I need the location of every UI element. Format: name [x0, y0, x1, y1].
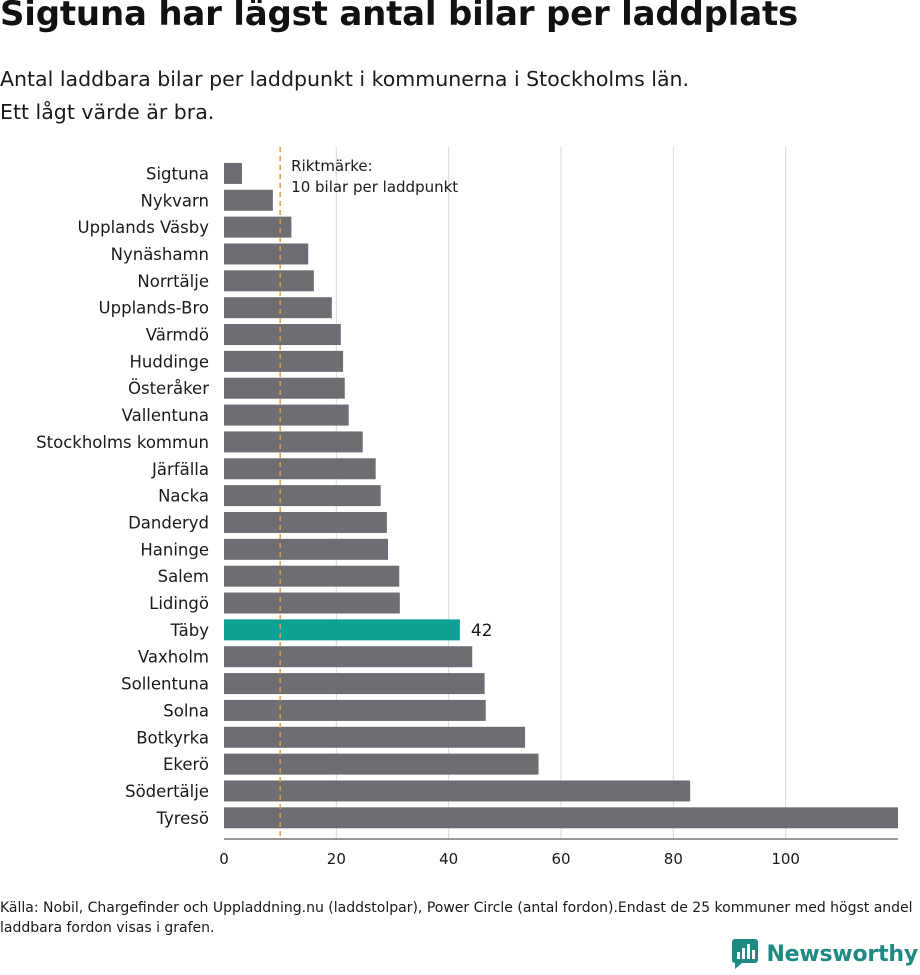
bar — [224, 753, 539, 775]
reference-label: Riktmärke: — [291, 157, 373, 175]
subtitle-line-1: Antal laddbara bilar per laddpunkt i kom… — [0, 67, 690, 91]
bar — [224, 511, 387, 533]
bar — [224, 646, 473, 668]
chart-title: Sigtuna har lägst antal bilar per laddpl… — [0, 0, 799, 34]
category-label: Botkyrka — [136, 728, 209, 747]
category-label: Huddinge — [130, 352, 209, 371]
category-label: Täby — [169, 621, 209, 640]
bar — [224, 538, 389, 560]
category-label: Järfälla — [151, 460, 209, 479]
x-tick-label: 100 — [771, 850, 800, 868]
chart-bubble-icon — [732, 939, 759, 969]
bar — [224, 431, 363, 453]
bar — [224, 324, 341, 346]
bar — [224, 485, 381, 507]
category-label: Lidingö — [149, 594, 209, 613]
category-label: Nynäshamn — [111, 245, 209, 264]
bar — [224, 699, 486, 721]
x-tick-label: 60 — [551, 850, 570, 868]
bar — [224, 592, 400, 614]
bar — [224, 297, 332, 319]
category-label: Nacka — [158, 487, 209, 506]
x-tick-label: 80 — [664, 850, 683, 868]
category-label: Österåker — [128, 379, 209, 398]
bar — [224, 189, 273, 211]
brand-name: Newsworthy — [766, 941, 918, 967]
bar — [224, 377, 345, 399]
reference-label: 10 bilar per laddpunkt — [291, 178, 458, 196]
category-label: Ekerö — [163, 755, 209, 774]
source-footnote: Källa: Nobil, Chargefinder och Uppladdni… — [0, 900, 913, 936]
category-label: Nykvarn — [141, 191, 210, 210]
category-label: Vallentuna — [122, 406, 209, 425]
category-label: Norrtälje — [137, 272, 209, 291]
bar — [224, 619, 460, 641]
bar-chart: 0 20 40 60 80 100 Sigtuna Nykvarn Upplands Väsby… — [36, 147, 898, 868]
category-label: Södertälje — [125, 782, 209, 801]
category-label: Tyresö — [155, 809, 209, 828]
x-tick-label: 40 — [439, 850, 458, 868]
category-label: Salem — [158, 567, 209, 586]
bar — [224, 807, 898, 829]
data-label: 42 — [471, 621, 493, 641]
bar — [224, 780, 691, 802]
bar — [224, 565, 400, 587]
bar — [224, 270, 314, 292]
bar — [224, 404, 349, 426]
category-label: Sigtuna — [146, 164, 209, 183]
category-label: Danderyd — [128, 513, 209, 532]
bar — [224, 673, 485, 695]
newsworthy-logo: Newsworthy — [732, 939, 918, 969]
chart-subtitle: Antal laddbara bilar per laddpunkt i kom… — [0, 63, 689, 129]
bar — [224, 726, 526, 748]
bar — [224, 162, 242, 184]
category-label: Haninge — [140, 540, 209, 559]
bar — [224, 243, 309, 265]
category-label: Upplands Väsby — [78, 218, 210, 237]
subtitle-line-2: Ett lågt värde är bra. — [0, 100, 215, 124]
bar — [224, 458, 376, 480]
category-label: Värmdö — [146, 326, 209, 345]
category-label: Upplands-Bro — [99, 299, 209, 318]
bar — [224, 350, 344, 372]
category-label: Stockholms kommun — [36, 433, 209, 452]
x-tick-label: 20 — [327, 850, 346, 868]
category-label: Vaxholm — [138, 648, 209, 667]
category-label: Solna — [163, 701, 209, 720]
x-tick-label: 0 — [219, 850, 229, 868]
category-label: Sollentuna — [121, 675, 209, 694]
bar — [224, 216, 292, 238]
